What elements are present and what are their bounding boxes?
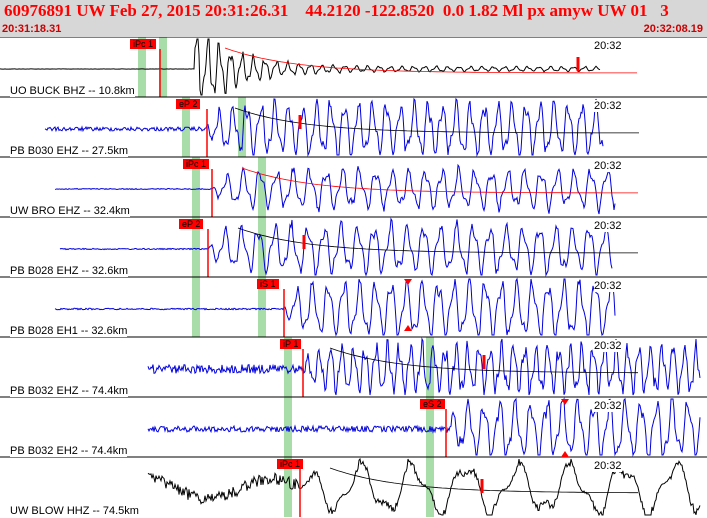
waveform-b032-eh2 [147, 397, 701, 457]
window-start-time: 20:31:18.31 [2, 23, 62, 35]
coda-curve-b032-ehz [329, 347, 638, 374]
seismogram-traces[interactable]: UO BUCK BHZ -- 10.8km 20:32 iPc 1 PB B03… [0, 37, 707, 518]
pick-window-b028-eh1-b [258, 277, 266, 337]
pick-marker-blow[interactable]: iPc 1 [277, 459, 304, 469]
amplitude-marker-1 [298, 115, 302, 129]
peak-triangle-up-b032 [561, 451, 569, 457]
pick-marker-buck[interactable]: iPc 1 [130, 39, 157, 49]
station-label-b032-eh2: PB B032 EH2 -- 74.4km [10, 445, 128, 457]
pick-window-bro-a [192, 157, 200, 217]
pick-window-b028-ehz-a [192, 217, 200, 277]
station-label-b030: PB B030 EHZ -- 27.5km [10, 145, 128, 157]
peak-triangle-down-b028 [404, 279, 412, 285]
pick-marker-b030[interactable]: eP 2 [176, 99, 201, 109]
window-end-time: 20:32:08.19 [643, 23, 703, 35]
pick-window-b030-b [238, 97, 246, 157]
coda-curve-b030 [234, 107, 639, 134]
trace-canvas[interactable] [0, 37, 707, 518]
amplitude-marker-0 [576, 57, 580, 71]
station-label-b032-ehz: PB B032 EHZ -- 74.4km [10, 385, 128, 397]
event-header: 60976891 UW Feb 27, 2015 20:31:26.31 44.… [0, 0, 707, 37]
panel-time-b028-ehz: 20:32 [594, 220, 622, 232]
station-label-bro: UW BRO EHZ -- 32.4km [10, 205, 130, 217]
pick-window-buck-b [159, 37, 167, 97]
pick-marker-b028-ehz[interactable]: eP 2 [179, 219, 204, 229]
station-label-buck: UO BUCK BHZ -- 10.8km [10, 85, 135, 97]
event-title: 60976891 UW Feb 27, 2015 20:31:26.31 44.… [4, 1, 669, 20]
pick-window-b032-ehz-a [284, 337, 292, 397]
panel-time-b032-eh2: 20:32 [594, 400, 622, 412]
pick-marker-b032-eh2[interactable]: eS 2 [420, 399, 445, 409]
pick-marker-b028-eh1[interactable]: iS 1 [257, 279, 279, 289]
panel-time-bro: 20:32 [594, 160, 622, 172]
pick-window-buck-a [138, 37, 146, 97]
pick-window-b028-eh1-a [192, 277, 200, 337]
panel-time-b032-ehz: 20:32 [594, 340, 622, 352]
waveform-b028-ehz [59, 217, 613, 277]
panel-time-blow: 20:32 [594, 460, 622, 472]
panel-time-b028-eh1: 20:32 [594, 280, 622, 292]
pick-window-bro-b [258, 157, 266, 217]
coda-curve-buck [224, 47, 637, 74]
pick-marker-bro[interactable]: iPc 1 [183, 159, 210, 169]
pick-window-b028-ehz-b [258, 217, 266, 277]
peak-triangle-up-b028 [404, 325, 412, 331]
station-label-b028-ehz: PB B028 EHZ -- 32.6km [10, 265, 128, 277]
waveform-buck [0, 38, 601, 96]
waveform-b028-eh1 [54, 277, 616, 337]
coda-curve-blow [329, 467, 638, 494]
amplitude-marker-2 [302, 235, 306, 249]
panel-time-buck: 20:32 [594, 40, 622, 52]
waveform-b030 [44, 97, 604, 157]
station-label-blow: UW BLOW HHZ -- 74.5km [10, 505, 139, 517]
coda-curve-bro [241, 167, 638, 194]
station-label-b028-eh1: PB B028 EH1 -- 32.6km [10, 325, 128, 337]
amplitude-marker-4 [480, 479, 484, 493]
pick-marker-b032-ehz[interactable]: iP 1 [280, 339, 302, 349]
amplitude-marker-3 [482, 355, 486, 369]
panel-time-b030: 20:32 [594, 100, 622, 112]
waveform-bro [54, 163, 616, 215]
peak-triangle-down-b032 [561, 399, 569, 405]
pick-window-blow-a [284, 457, 292, 517]
